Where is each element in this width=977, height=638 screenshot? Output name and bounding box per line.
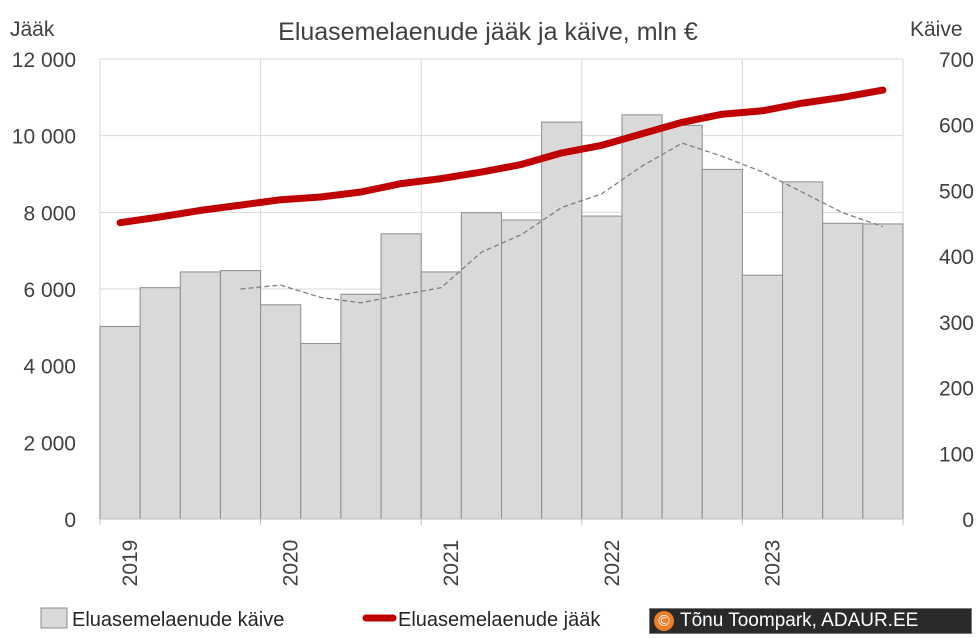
left-axis-tick-label: 8 000 [23, 202, 76, 225]
left-axis-tick-label: 0 [64, 509, 76, 532]
turnover-bar [661, 124, 703, 520]
right-axis-tick-label: 300 [939, 312, 974, 335]
turnover-bar [621, 114, 663, 520]
left-axis-tick-label: 10 000 [12, 126, 76, 149]
x-axis-tick-label: 2022 [601, 540, 624, 587]
x-axis-tick-label: 2021 [440, 540, 463, 587]
turnover-bar [741, 274, 784, 520]
right-axis-title: Käive [910, 18, 963, 41]
right-axis-tick-label: 100 [939, 443, 974, 466]
right-axis-tick-label: 0 [962, 509, 974, 532]
axes [99, 518, 904, 525]
turnover-bar [782, 181, 824, 520]
legend-label-balance: Eluasemelaenude jääk [398, 609, 601, 631]
turnover-bar [541, 121, 583, 520]
turnover-bar [219, 270, 262, 520]
turnover-bar [501, 219, 543, 520]
turnover-bar [581, 215, 623, 520]
x-axis-tick-label: 2020 [280, 540, 303, 587]
turnover-bar [179, 271, 221, 520]
right-axis-tick-label: 500 [939, 180, 974, 203]
copyright-text: Tõnu Toompark, ADAUR.EE [680, 610, 919, 631]
legend-swatch-turnover [40, 607, 68, 629]
turnover-bar [99, 325, 141, 520]
left-axis-tick-label: 12 000 [12, 49, 76, 72]
turnover-bar [701, 168, 743, 520]
line-series [116, 86, 887, 304]
right-axis-tick-label: 600 [939, 115, 974, 138]
right-axis-tick-label: 400 [939, 246, 974, 269]
turnover-bar [300, 343, 342, 520]
chart-title: Eluasemelaenude jääk ja käive, mln € [278, 18, 698, 46]
left-axis-tick-label: 2 000 [23, 432, 76, 455]
left-axis-tick-label: 4 000 [23, 356, 76, 379]
turnover-bar [340, 293, 382, 520]
turnover-trend-line [240, 142, 884, 304]
tick-labels: 0 2 000 4 000 6 000 8 000 10 000 12 000 0 100 200… [12, 49, 974, 586]
x-axis-tick-label: 2019 [119, 540, 142, 587]
x-axis-tick-label: 2023 [761, 540, 784, 587]
turnover-bar [420, 271, 462, 520]
right-axis-tick-label: 200 [939, 378, 974, 401]
legend-label-turnover: Eluasemelaenude käive [72, 609, 284, 631]
right-axis-tick-label: 700 [939, 49, 974, 72]
copyright-icon: © [654, 611, 674, 631]
turnover-bar [139, 287, 181, 520]
left-axis-tick-label: 6 000 [23, 279, 76, 302]
turnover-bar [460, 212, 503, 520]
copyright-badge: © Tõnu Toompark, ADAUR.EE [649, 608, 972, 634]
bar-series [99, 114, 904, 520]
turnover-bar [380, 233, 422, 520]
turnover-bar [260, 304, 302, 520]
turnover-bar [822, 222, 864, 520]
turnover-bar [862, 223, 904, 520]
balance-line [116, 86, 887, 227]
left-axis-title: Jääk [10, 18, 55, 41]
legend: Eluasemelaenude käive Eluasemelaenude jä… [40, 607, 601, 631]
